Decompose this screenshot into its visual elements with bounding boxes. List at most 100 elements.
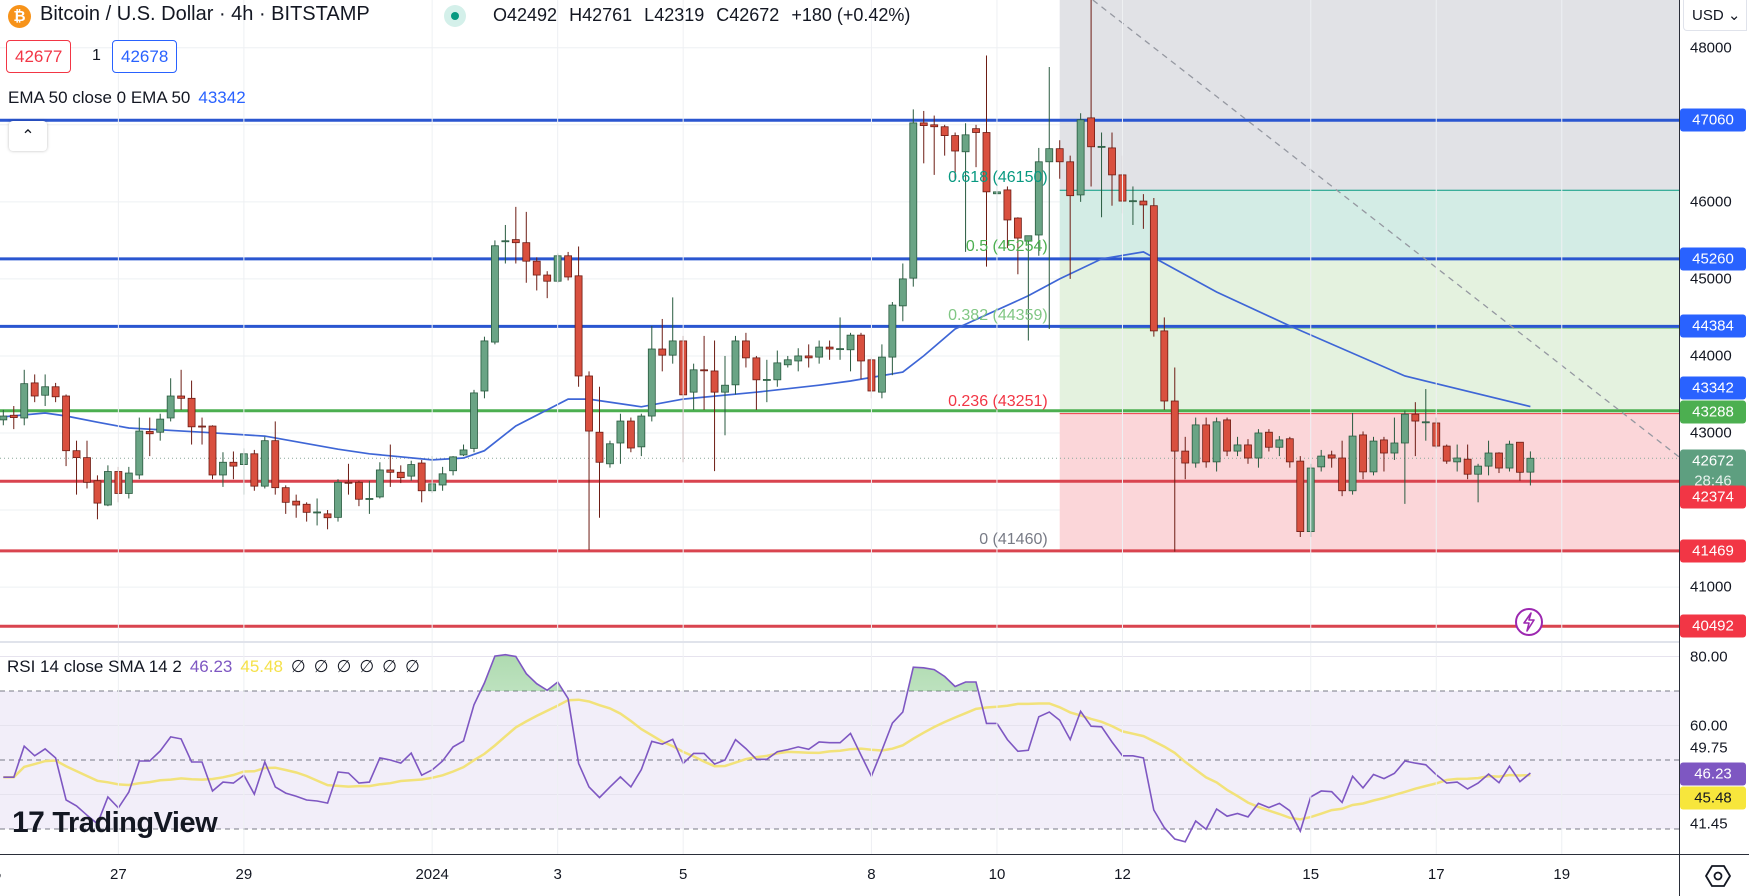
candle-body: [1170, 400, 1179, 452]
candle-body: [1411, 413, 1420, 422]
candle-body: [972, 128, 980, 133]
candle-body: [1013, 217, 1022, 239]
candle-body: [396, 471, 405, 479]
candle: [1181, 436, 1190, 480]
candle: [30, 374, 39, 403]
candle-body: [323, 513, 332, 519]
fib-zone: [1059, 259, 1679, 329]
candle: [1097, 132, 1106, 218]
spread-value: 1: [92, 47, 101, 64]
candle: [208, 425, 217, 480]
candle: [166, 378, 175, 422]
tradingview-logo-mark-icon: 17: [12, 806, 45, 839]
candle: [637, 413, 646, 457]
candle-body: [1484, 452, 1493, 467]
ema-legend[interactable]: EMA 50 close 0 EMA 50 43342: [8, 88, 246, 108]
candle: [198, 417, 206, 445]
candle: [1463, 444, 1472, 480]
candle: [1317, 449, 1326, 472]
rsi-empty-value: ∅: [404, 657, 420, 676]
tradingview-logo[interactable]: 17 TradingView: [12, 806, 218, 840]
time-axis-label: 5: [679, 866, 688, 883]
candle: [647, 325, 656, 422]
candle: [1129, 186, 1137, 225]
candle: [156, 413, 165, 441]
candle-body: [647, 348, 656, 417]
rsi-line: [3, 653, 1531, 843]
symbol-title[interactable]: Bitcoin / U.S. Dollar · 4h · BITSTAMP: [40, 3, 370, 25]
candle: [1170, 367, 1179, 552]
candle-body: [1223, 419, 1231, 452]
candle: [940, 124, 949, 156]
low-label: L: [644, 5, 655, 25]
price-axis-badge: 41469: [1680, 539, 1746, 563]
candle: [857, 332, 865, 380]
candle-body: [574, 275, 583, 377]
candle: [951, 132, 960, 179]
lightning-bolt-icon[interactable]: [1514, 607, 1544, 637]
market-open-dot-icon: [444, 5, 466, 27]
candle-body: [783, 359, 792, 366]
collapse-legend-button[interactable]: ⌃: [9, 121, 47, 151]
candle-body: [762, 379, 771, 381]
candle: [1285, 436, 1294, 468]
candle: [752, 355, 761, 410]
candle: [1359, 431, 1367, 480]
candle: [344, 463, 353, 495]
fib-level-label: 0.618 (46150): [948, 169, 1048, 187]
candle: [1369, 436, 1378, 476]
rsi-axis-label: 49.75: [1690, 739, 1728, 757]
candle: [41, 374, 50, 407]
candle: [961, 123, 970, 252]
settings-gear-icon[interactable]: [1704, 862, 1732, 890]
buy-button[interactable]: 42678: [112, 40, 178, 73]
price-axis-label: 43000: [1690, 424, 1732, 442]
sell-button[interactable]: 42677: [6, 40, 72, 73]
fib-level-label: 0.236 (43251): [948, 392, 1048, 410]
candle-body: [491, 245, 499, 343]
candle-body: [438, 473, 447, 486]
candle: [1505, 440, 1514, 472]
candle-body: [93, 480, 102, 504]
candle-body: [72, 450, 81, 459]
candle-body: [198, 425, 206, 428]
candle: [804, 344, 813, 368]
time-axis-label: 2024: [415, 866, 449, 883]
candle: [438, 466, 447, 491]
candle-body: [281, 487, 290, 503]
candle-body: [1327, 454, 1336, 459]
candle-body: [1244, 444, 1252, 459]
candle-body: [721, 384, 729, 393]
candle-body: [1254, 432, 1263, 459]
candle-body: [825, 346, 834, 350]
candle: [104, 465, 112, 507]
rsi-legend[interactable]: RSI 14 close SMA 14 2 46.23 45.48 ∅ ∅ ∅ ∅ ∅ ∅: [7, 657, 420, 677]
candle: [302, 502, 311, 522]
candle-body: [752, 357, 761, 381]
candle: [585, 371, 593, 551]
candle: [470, 389, 478, 453]
candle-body: [689, 369, 698, 393]
candle-body: [20, 383, 29, 419]
candle-body: [386, 469, 395, 473]
candle: [1244, 439, 1252, 464]
candle: [878, 344, 886, 399]
candle-body: [658, 348, 667, 356]
candle-body: [334, 481, 342, 518]
candle: [710, 340, 719, 472]
candle: [1233, 436, 1242, 457]
candle: [1108, 132, 1116, 206]
candle-body: [271, 440, 280, 489]
price-axis-badge: 42374: [1680, 485, 1746, 509]
candle-body: [9, 414, 18, 418]
high-value: 42761: [582, 5, 633, 25]
candle-body: [1108, 147, 1116, 176]
candle: [1149, 198, 1158, 337]
price-badge-value: 44384: [1692, 317, 1734, 335]
price-badge-value: 41469: [1692, 542, 1734, 560]
candle: [1013, 217, 1022, 275]
candle: [836, 317, 844, 360]
candle: [815, 340, 824, 364]
currency-dropdown[interactable]: USD ⌄: [1683, 0, 1747, 31]
